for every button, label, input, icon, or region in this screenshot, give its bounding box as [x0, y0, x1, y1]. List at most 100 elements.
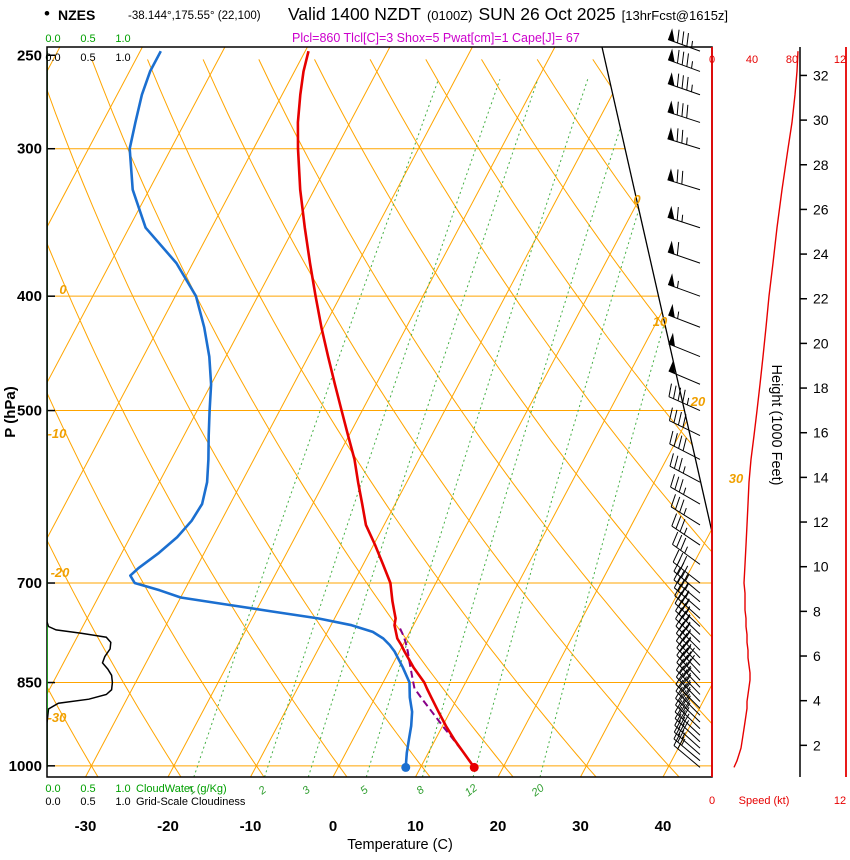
svg-text:12: 12: [834, 54, 846, 66]
svg-text:CloudWater (g/Kg): CloudWater (g/Kg): [136, 783, 227, 795]
svg-text:12: 12: [463, 782, 480, 799]
svg-text:1.0: 1.0: [115, 783, 130, 795]
svg-text:5: 5: [358, 783, 371, 797]
valid-time: Valid 1400 NZDT: [288, 4, 421, 24]
dry-adiabat-line: [314, 59, 712, 777]
svg-text:250: 250: [17, 47, 42, 64]
svg-text:32: 32: [813, 67, 829, 83]
mixing-ratio-line: [421, 79, 637, 777]
svg-text:1.0: 1.0: [115, 796, 130, 808]
isotherm-line: [47, 47, 391, 777]
svg-text:-20: -20: [157, 818, 179, 835]
svg-text:30: 30: [572, 818, 589, 835]
isotherm-line: [580, 47, 712, 777]
svg-text:20: 20: [813, 335, 829, 351]
svg-text:10: 10: [813, 559, 829, 575]
dry-adiabat-line: [536, 59, 712, 777]
dry-adiabat-line: [47, 59, 348, 777]
svg-text:22: 22: [813, 291, 829, 307]
isotherm-line: [250, 47, 638, 777]
svg-text:0.0: 0.0: [45, 796, 60, 808]
svg-text:700: 700: [17, 575, 42, 592]
svg-text:850: 850: [17, 675, 42, 692]
svg-text:-10: -10: [240, 818, 262, 835]
background-grid: [47, 47, 712, 777]
svg-text:0.0: 0.0: [45, 52, 60, 64]
station-marker-icon: •: [44, 4, 50, 23]
valid-time-utc: (0100Z): [426, 8, 473, 23]
svg-text:500: 500: [17, 403, 42, 420]
svg-text:-30: -30: [75, 818, 97, 835]
svg-text:2: 2: [813, 737, 821, 753]
svg-text:4: 4: [813, 693, 821, 709]
svg-text:40: 40: [746, 54, 758, 66]
svg-text:-10: -10: [48, 426, 68, 441]
svg-text:3: 3: [300, 783, 313, 797]
svg-text:12: 12: [813, 514, 829, 530]
svg-text:1.0: 1.0: [115, 33, 130, 45]
dewpoint-curve: [128, 50, 414, 768]
isotherm-line: [415, 47, 712, 777]
surface-temp-dot: [469, 762, 479, 772]
svg-text:30: 30: [729, 471, 744, 486]
wind-barbs: [667, 28, 701, 768]
svg-text:Temperature (C): Temperature (C): [347, 837, 453, 853]
chart-edge-diagonal: [601, 46, 713, 533]
isotherm-line: [85, 47, 473, 777]
svg-text:10: 10: [653, 314, 668, 329]
svg-text:0: 0: [709, 795, 715, 807]
dry-adiabat-line: [202, 59, 680, 777]
svg-text:0.0: 0.0: [45, 783, 60, 795]
svg-text:Grid-Scale Cloudiness: Grid-Scale Cloudiness: [136, 796, 246, 808]
svg-text:-30: -30: [48, 710, 68, 725]
isotherm-line: [47, 47, 226, 777]
svg-text:20: 20: [690, 394, 706, 409]
svg-text:1000: 1000: [9, 758, 42, 775]
svg-text:0.0: 0.0: [45, 33, 60, 45]
station-coords: -38.144°,175.55° (22,100): [128, 10, 261, 22]
svg-text:30: 30: [813, 112, 829, 128]
svg-text:26: 26: [813, 201, 829, 217]
cloud-scales: 0.00.00.00.00.50.50.50.51.01.01.01.0Clou…: [45, 33, 246, 808]
mixing-ratio-line: [193, 79, 439, 777]
dry-adiabat-line: [425, 59, 712, 777]
isotherm-line: [497, 47, 712, 777]
svg-text:0.5: 0.5: [80, 783, 95, 795]
mixing-ratio-line: [264, 79, 501, 777]
svg-text:400: 400: [17, 288, 42, 305]
svg-text:0: 0: [59, 282, 67, 297]
svg-text:18: 18: [813, 380, 829, 396]
isotherm-line: [167, 47, 556, 777]
temperature-curve: [296, 50, 476, 769]
isotherm-line: [47, 47, 143, 777]
dry-adiabat-line: [47, 59, 99, 777]
svg-text:-20: -20: [51, 565, 71, 580]
cloudiness-curve: [47, 51, 114, 768]
surface-dewpoint-dot: [401, 762, 411, 772]
svg-text:Height (1000 Feet): Height (1000 Feet): [768, 365, 784, 486]
mixing-ratio-line: [365, 79, 589, 777]
mixing-ratio-line: [472, 79, 680, 777]
dry-adiabat-line: [258, 59, 712, 777]
svg-text:0: 0: [709, 54, 715, 66]
mixing-ratio-lines: [193, 79, 712, 777]
wind-speed-curve: [733, 51, 799, 768]
sounding-parameters: Plcl=860 Tlcl[C]=3 Shox=5 Pwat[cm]=1 Cap…: [292, 31, 580, 45]
svg-text:8: 8: [813, 603, 821, 619]
svg-text:6: 6: [813, 648, 821, 664]
svg-text:0.5: 0.5: [80, 33, 95, 45]
svg-text:80: 80: [786, 54, 798, 66]
valid-time-group: Valid 1400 NZDT (0100Z) SUN 26 Oct 2025 …: [288, 4, 728, 25]
plot-frame: [46, 46, 713, 778]
svg-text:12: 12: [834, 795, 846, 807]
svg-text:24: 24: [813, 246, 829, 262]
dry-adiabat-line: [47, 59, 182, 777]
svg-text:2: 2: [256, 784, 269, 798]
forecast-hour: [13hrFcst@1615z]: [621, 8, 729, 23]
dry-adiabat-line: [91, 59, 514, 777]
sounding-profiles: [47, 50, 479, 772]
